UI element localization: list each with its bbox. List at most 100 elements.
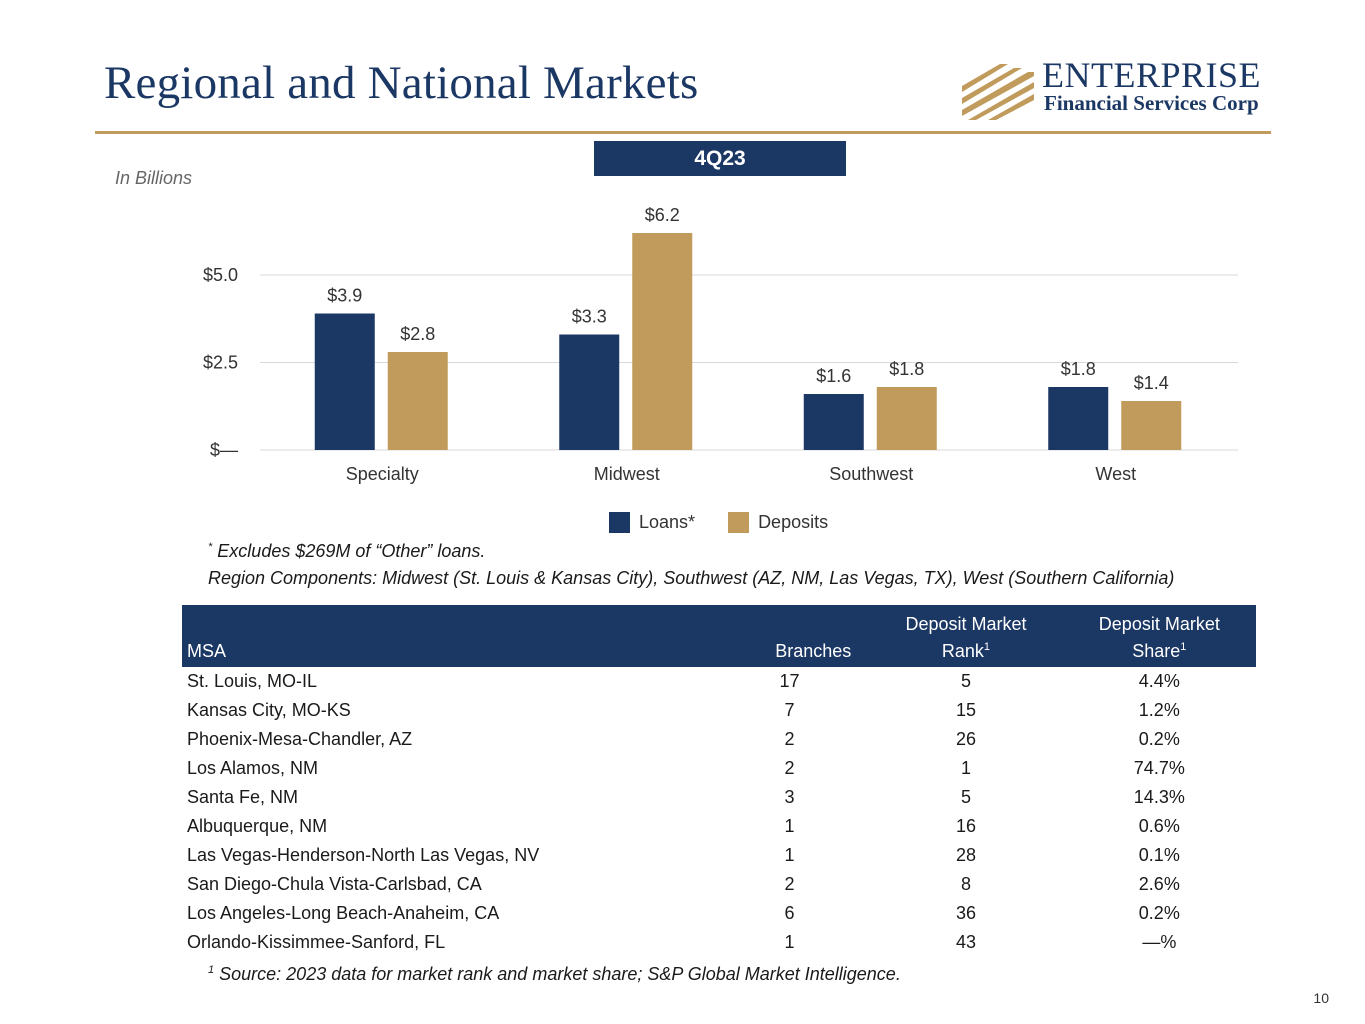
chart-legend: Loans* Deposits [609, 512, 861, 533]
units-label: In Billions [115, 168, 193, 188]
col-branches: Branches [775, 641, 852, 661]
footnote-mark-star: * [208, 541, 213, 553]
legend-label-loans: Loans* [639, 512, 696, 532]
data-label: $3.3 [572, 307, 607, 327]
footnote-mark-1: 1 [208, 964, 215, 976]
cell-rank: 43 [955, 932, 976, 952]
source-note: 1 Source: 2023 data for market rank and … [208, 964, 901, 985]
table-row: Albuquerque, NM 1 16 0.6% [182, 812, 1256, 841]
cell-share: 74.7% [1133, 758, 1185, 778]
cell-msa: Kansas City, MO-KS [187, 700, 351, 720]
col-deposit-share-line1: Deposit Market [1098, 614, 1220, 634]
logo-wordmark: ENTERPRISE [1042, 55, 1262, 95]
bar-loans [314, 313, 375, 450]
col-deposit-share: Deposit Market Share1 [1063, 605, 1256, 667]
data-label: $1.8 [1061, 359, 1096, 379]
cell-msa: Santa Fe, NM [187, 787, 299, 807]
cell-rank: 5 [960, 787, 971, 807]
table-row: Kansas City, MO-KS 7 15 1.2% [182, 696, 1256, 725]
x-tick-label: West [1095, 464, 1136, 484]
bar-loans [559, 334, 620, 450]
col-deposit-rank-line1: Deposit Market [905, 614, 1027, 634]
cell-msa: Los Alamos, NM [187, 758, 319, 778]
cell-rank: 8 [960, 874, 971, 894]
legend-item-deposits: Deposits [728, 512, 828, 533]
table-row: Santa Fe, NM 3 5 14.3% [182, 783, 1256, 812]
bar-loans [1048, 387, 1109, 450]
period-label: 4Q23 [594, 141, 846, 176]
y-tick-label: $2.5 [203, 353, 238, 373]
cell-rank: 5 [960, 671, 971, 691]
cell-branches: 1 [784, 845, 795, 865]
logo-subtitle: Financial Services Corp [1044, 91, 1259, 115]
cell-branches: 6 [784, 903, 795, 923]
excludes-note: * Excludes $269M of “Other” loans. [208, 541, 485, 562]
source-text: Source: 2023 data for market rank and ma… [219, 964, 901, 984]
regions-note: Region Components: Midwest (St. Louis & … [208, 568, 1175, 588]
x-tick-label: Specialty [346, 464, 419, 484]
cell-branches: 3 [784, 787, 795, 807]
cell-msa: Phoenix-Mesa-Chandler, AZ [187, 729, 413, 749]
cell-rank: 15 [955, 700, 976, 720]
page-number: 10 [1313, 990, 1329, 1006]
cell-rank: 26 [955, 729, 976, 749]
table-row: San Diego-Chula Vista-Carlsbad, CA 2 8 2.6% [182, 870, 1256, 899]
col-deposit-rank: Deposit Market Rank1 [869, 605, 1062, 667]
data-label: $1.4 [1134, 373, 1169, 393]
cell-rank: 28 [955, 845, 976, 865]
cell-share: 2.6% [1138, 874, 1180, 894]
x-tick-label: Midwest [594, 464, 660, 484]
y-tick-label: $— [210, 440, 238, 460]
legend-item-loans: Loans* [609, 512, 695, 533]
bar-deposits [1121, 401, 1182, 450]
cell-share: 4.4% [1138, 671, 1180, 691]
cell-msa: Orlando-Kissimmee-Sanford, FL [187, 932, 446, 952]
cell-share: 14.3% [1133, 787, 1185, 807]
cell-rank: 36 [955, 903, 976, 923]
cell-rank: 1 [960, 758, 971, 778]
bar-chart: $— $2.5 $5.0 $3.9 $2.8 Specialty $3.3 $6.2 Midwe… [203, 205, 1238, 484]
table-row: Las Vegas-Henderson-North Las Vegas, NV 1… [182, 841, 1256, 870]
cell-share: 1.2% [1138, 700, 1180, 720]
cell-share: 0.2% [1138, 903, 1180, 923]
cell-branches: 17 [779, 671, 800, 691]
cell-msa: Las Vegas-Henderson-North Las Vegas, NV [187, 845, 540, 865]
y-tick-label: $5.0 [203, 265, 238, 285]
cell-share: 0.2% [1138, 729, 1180, 749]
page-title: Regional and National Markets [104, 57, 699, 109]
table-row: Los Angeles-Long Beach-Anaheim, CA 6 36 0.2… [182, 899, 1256, 928]
bar-deposits [632, 233, 693, 450]
cell-share: 0.6% [1138, 816, 1180, 836]
company-logo: ENTERPRISE Financial Services Corp [962, 54, 1274, 124]
col-deposit-share-line2: Share1 [1132, 641, 1187, 661]
table-row: Orlando-Kissimmee-Sanford, FL 1 43 —% [182, 928, 1256, 957]
table-row: Los Alamos, NM 2 1 74.7% [182, 754, 1256, 783]
bar-loans [803, 394, 864, 450]
data-label: $1.6 [816, 366, 851, 386]
cell-branches: 1 [784, 816, 795, 836]
table-row: Phoenix-Mesa-Chandler, AZ 2 26 0.2% [182, 725, 1256, 754]
col-deposit-rank-line2: Rank1 [941, 641, 991, 661]
legend-swatch-loans [609, 512, 630, 533]
cell-share: —% [1142, 932, 1177, 952]
cell-msa: St. Louis, MO-IL [187, 671, 318, 691]
cell-branches: 1 [784, 932, 795, 952]
cell-rank: 16 [955, 816, 976, 836]
logo-mark-icon [962, 64, 1034, 120]
legend-swatch-deposits [728, 512, 750, 533]
data-label: $6.2 [645, 205, 680, 225]
legend-label-deposits: Deposits [758, 512, 829, 532]
cell-branches: 2 [784, 729, 795, 749]
data-label: $2.8 [400, 324, 435, 344]
cell-msa: Los Angeles-Long Beach-Anaheim, CA [187, 903, 500, 923]
bar-deposits [876, 387, 937, 450]
x-tick-label: Southwest [829, 464, 913, 484]
col-msa: MSA [187, 641, 227, 661]
msa-table: MSA Branches Deposit Market Rank1 Deposi… [182, 605, 1256, 957]
data-label: $1.8 [889, 359, 924, 379]
cell-msa: Albuquerque, NM [187, 816, 328, 836]
excludes-text: Excludes $269M of “Other” loans. [217, 541, 486, 561]
cell-share: 0.1% [1138, 845, 1180, 865]
bar-deposits [387, 352, 448, 450]
table-body: St. Louis, MO-IL 17 5 4.4% Kansas City, MO-K… [182, 667, 1256, 957]
